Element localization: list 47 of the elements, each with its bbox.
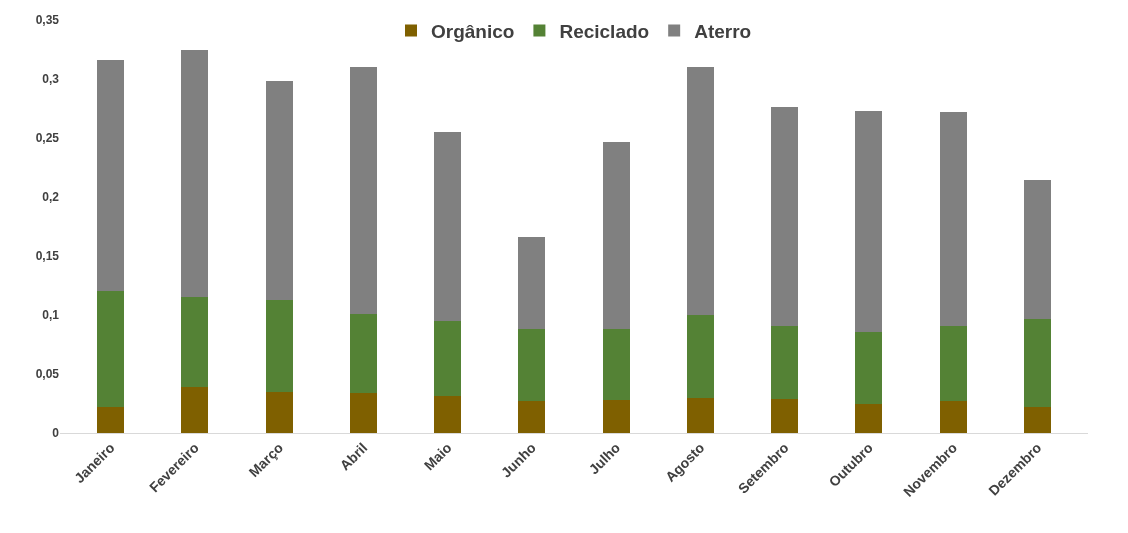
bar (1023, 318, 1051, 408)
y-tick-label: 0,05 (35, 367, 60, 382)
bar (265, 81, 293, 300)
y-tick-label: 0,2 (42, 190, 60, 205)
bar (434, 320, 462, 397)
bar (771, 325, 799, 399)
bar (97, 60, 125, 292)
bar (349, 67, 377, 314)
bar (1023, 180, 1051, 319)
legend-label: Aterro (694, 21, 752, 42)
bar (349, 392, 377, 433)
legend-label: Orgânico (431, 21, 515, 42)
bar (434, 396, 462, 433)
bar (265, 299, 293, 392)
bar (602, 141, 630, 330)
y-tick-label: 0 (52, 426, 60, 441)
bar (97, 291, 125, 408)
bar (939, 112, 967, 326)
bar (771, 107, 799, 326)
bar (686, 397, 714, 433)
y-tick-label: 0,25 (35, 131, 60, 146)
bar (434, 132, 462, 321)
bar (855, 110, 883, 332)
bar (265, 391, 293, 433)
bar (686, 315, 714, 398)
bar (855, 403, 883, 433)
bar (602, 329, 630, 400)
bar (1023, 407, 1051, 433)
bar (939, 325, 967, 402)
y-tick-label: 0,15 (35, 249, 60, 264)
legend-label: Reciclado (559, 21, 650, 42)
bar (686, 67, 714, 315)
bar (181, 297, 209, 387)
bar (518, 329, 546, 402)
y-tick-label: 0,35 (35, 13, 60, 28)
bar (349, 313, 377, 393)
bar (602, 399, 630, 433)
bar (855, 331, 883, 404)
bar (518, 237, 546, 330)
bar (518, 401, 546, 433)
bar (771, 398, 799, 433)
bar (97, 407, 125, 433)
y-tick-label: 0,3 (42, 72, 60, 87)
bar (939, 401, 967, 433)
bar (181, 49, 209, 298)
bar (181, 386, 209, 433)
y-tick-label: 0,1 (42, 308, 60, 323)
